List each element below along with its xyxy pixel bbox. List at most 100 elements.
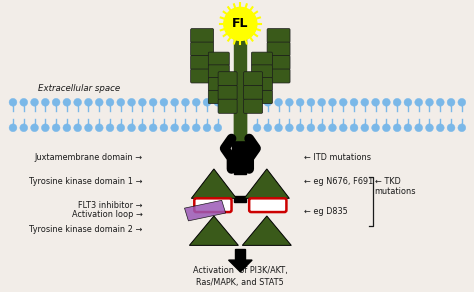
Circle shape: [264, 124, 272, 132]
Circle shape: [214, 98, 222, 106]
FancyBboxPatch shape: [218, 86, 237, 100]
FancyBboxPatch shape: [191, 29, 214, 43]
Circle shape: [84, 124, 92, 132]
Text: Activation  of PI3K/AKT,
Ras/MAPK, and STAT5: Activation of PI3K/AKT, Ras/MAPK, and ST…: [193, 266, 288, 287]
Polygon shape: [244, 169, 289, 198]
FancyBboxPatch shape: [267, 69, 290, 83]
Circle shape: [393, 98, 401, 106]
Circle shape: [318, 124, 326, 132]
Circle shape: [458, 98, 466, 106]
Circle shape: [52, 98, 60, 106]
Circle shape: [458, 124, 466, 132]
FancyBboxPatch shape: [244, 72, 263, 86]
Circle shape: [31, 124, 38, 132]
Circle shape: [9, 124, 17, 132]
Text: ← eg N676, F691: ← eg N676, F691: [304, 177, 374, 186]
Circle shape: [307, 98, 315, 106]
Circle shape: [318, 98, 326, 106]
Circle shape: [285, 124, 293, 132]
Circle shape: [274, 124, 283, 132]
FancyBboxPatch shape: [251, 52, 273, 65]
Circle shape: [95, 124, 103, 132]
Text: Extracellular space: Extracellular space: [37, 84, 120, 93]
Circle shape: [328, 124, 337, 132]
Text: Activation loop →: Activation loop →: [72, 210, 142, 218]
Circle shape: [138, 98, 146, 106]
FancyBboxPatch shape: [218, 72, 237, 86]
Circle shape: [264, 98, 272, 106]
Text: ← TKD: ← TKD: [374, 177, 401, 186]
Circle shape: [20, 98, 27, 106]
Text: FL: FL: [232, 18, 248, 30]
FancyBboxPatch shape: [218, 99, 237, 113]
Circle shape: [31, 98, 38, 106]
Circle shape: [63, 124, 71, 132]
Circle shape: [285, 98, 293, 106]
FancyBboxPatch shape: [208, 78, 229, 91]
Circle shape: [224, 7, 257, 41]
Bar: [236, 249, 245, 262]
Circle shape: [383, 98, 390, 106]
FancyBboxPatch shape: [251, 65, 273, 78]
Polygon shape: [190, 216, 238, 245]
Circle shape: [426, 98, 433, 106]
Text: mutations: mutations: [374, 187, 416, 196]
Text: Tyrosine kinase domain 1 →: Tyrosine kinase domain 1 →: [29, 177, 142, 186]
Circle shape: [117, 124, 125, 132]
Circle shape: [307, 124, 315, 132]
Circle shape: [372, 124, 380, 132]
FancyBboxPatch shape: [208, 90, 229, 104]
FancyBboxPatch shape: [267, 55, 290, 69]
Text: ← eg D835: ← eg D835: [304, 206, 348, 215]
FancyBboxPatch shape: [244, 86, 263, 100]
Circle shape: [437, 98, 444, 106]
Polygon shape: [184, 200, 226, 221]
FancyBboxPatch shape: [194, 198, 231, 212]
Circle shape: [192, 124, 200, 132]
Bar: [235, 108, 246, 138]
Circle shape: [437, 124, 444, 132]
Circle shape: [274, 98, 283, 106]
Circle shape: [361, 98, 369, 106]
FancyBboxPatch shape: [208, 52, 229, 65]
Circle shape: [160, 124, 168, 132]
Circle shape: [214, 124, 222, 132]
Circle shape: [106, 124, 114, 132]
Circle shape: [372, 98, 380, 106]
Polygon shape: [228, 260, 252, 272]
Polygon shape: [191, 169, 237, 198]
Text: FLT3 inhibitor →: FLT3 inhibitor →: [78, 201, 142, 210]
Circle shape: [203, 124, 211, 132]
Circle shape: [350, 98, 358, 106]
Circle shape: [404, 98, 412, 106]
FancyBboxPatch shape: [251, 78, 273, 91]
Circle shape: [138, 124, 146, 132]
Circle shape: [160, 98, 168, 106]
Circle shape: [128, 124, 136, 132]
Text: Tyrosine kinase domain 2 →: Tyrosine kinase domain 2 →: [29, 225, 142, 234]
Circle shape: [350, 124, 358, 132]
Circle shape: [203, 98, 211, 106]
FancyBboxPatch shape: [208, 65, 229, 78]
Circle shape: [447, 98, 455, 106]
Circle shape: [253, 98, 261, 106]
Circle shape: [9, 98, 17, 106]
Circle shape: [426, 124, 433, 132]
Circle shape: [339, 98, 347, 106]
Circle shape: [52, 124, 60, 132]
FancyBboxPatch shape: [191, 69, 214, 83]
Circle shape: [74, 124, 82, 132]
Circle shape: [328, 98, 337, 106]
Circle shape: [171, 98, 179, 106]
Circle shape: [63, 98, 71, 106]
FancyBboxPatch shape: [267, 29, 290, 43]
Bar: [235, 169, 246, 174]
Circle shape: [192, 98, 200, 106]
Circle shape: [404, 124, 412, 132]
Text: Juxtamembrane domain →: Juxtamembrane domain →: [34, 153, 142, 162]
Circle shape: [361, 124, 369, 132]
Circle shape: [74, 98, 82, 106]
Circle shape: [95, 98, 103, 106]
Circle shape: [106, 98, 114, 106]
Bar: [235, 32, 246, 140]
